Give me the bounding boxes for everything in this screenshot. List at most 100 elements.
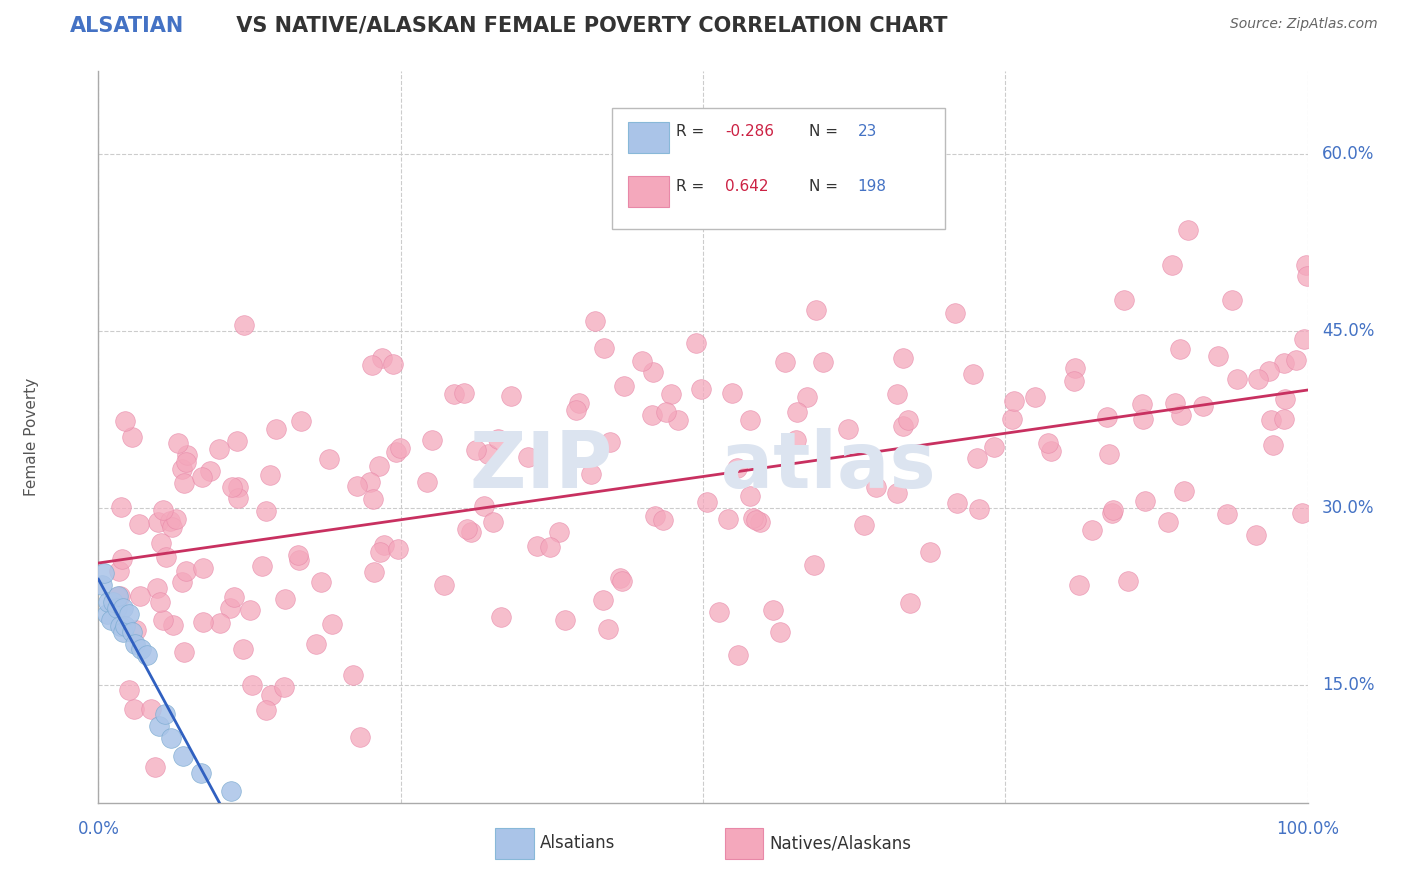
Point (146, 515, 169, 529)
Point (105, 591, 128, 605)
Point (254, 703, 277, 717)
Point (384, 445, 406, 459)
Point (1247, 372, 1270, 386)
Text: 23: 23 (858, 124, 877, 139)
Point (967, 502, 990, 516)
Point (804, 303, 827, 318)
Point (363, 565, 385, 579)
Point (477, 447, 499, 461)
Point (599, 435, 621, 450)
Text: VS NATIVE/ALASKAN FEMALE POVERTY CORRELATION CHART: VS NATIVE/ALASKAN FEMALE POVERTY CORRELA… (229, 16, 948, 36)
Point (897, 413, 920, 427)
Point (1215, 507, 1237, 521)
Point (1164, 395, 1187, 409)
Point (125, 624, 148, 638)
Point (1220, 293, 1243, 307)
Point (287, 548, 309, 562)
Point (741, 510, 763, 524)
Point (1292, 332, 1315, 346)
Point (342, 667, 364, 681)
Point (174, 564, 197, 578)
Point (111, 552, 134, 566)
Point (465, 442, 488, 457)
Point (91, 577, 114, 591)
Point (121, 624, 143, 639)
Point (176, 448, 198, 462)
Point (114, 414, 136, 428)
Point (796, 390, 818, 404)
Point (159, 514, 181, 528)
Point (786, 405, 808, 419)
Point (221, 784, 243, 798)
Text: ALSATIAN: ALSATIAN (70, 16, 184, 36)
Point (1258, 364, 1281, 378)
Text: N =: N = (810, 178, 844, 194)
Point (219, 600, 242, 615)
Point (290, 414, 312, 428)
Point (368, 545, 391, 559)
Point (538, 540, 561, 554)
Point (1206, 349, 1229, 363)
Point (1063, 374, 1085, 388)
Point (361, 358, 384, 372)
Point (1274, 392, 1296, 406)
Point (111, 624, 134, 639)
Point (1112, 293, 1135, 308)
Point (273, 680, 295, 694)
Point (769, 624, 792, 639)
Point (596, 622, 619, 636)
Point (118, 607, 141, 621)
Point (160, 520, 183, 534)
Point (170, 461, 193, 475)
Point (368, 458, 391, 473)
Point (943, 305, 966, 319)
Point (592, 593, 614, 607)
Point (652, 513, 675, 527)
Point (1295, 258, 1317, 272)
Point (1024, 390, 1046, 404)
Point (486, 432, 509, 446)
Point (886, 387, 908, 401)
Point (666, 412, 689, 426)
Point (644, 508, 666, 523)
Point (745, 513, 768, 527)
Point (966, 450, 988, 465)
Point (579, 467, 602, 482)
Point (387, 541, 409, 556)
Point (101, 595, 124, 609)
Point (165, 512, 187, 526)
Point (240, 678, 263, 692)
Point (149, 595, 172, 609)
Point (1261, 438, 1284, 452)
Point (361, 492, 384, 507)
Text: 60.0%: 60.0% (1322, 145, 1375, 163)
Point (725, 461, 748, 475)
Point (983, 440, 1005, 454)
Text: Female Poverty: Female Poverty (24, 378, 39, 496)
Point (717, 512, 740, 526)
Point (886, 485, 908, 500)
Point (346, 478, 368, 492)
Point (433, 578, 456, 592)
Point (110, 589, 132, 603)
Point (443, 386, 465, 401)
Point (1040, 444, 1063, 458)
Point (738, 413, 761, 427)
Point (1004, 393, 1026, 408)
Point (152, 503, 174, 517)
Point (155, 549, 177, 564)
Point (1284, 353, 1306, 368)
Point (460, 524, 482, 539)
Text: 15.0%: 15.0% (1322, 676, 1375, 694)
Point (254, 504, 277, 518)
Point (93, 566, 115, 580)
Text: Natives/Alaskans: Natives/Alaskans (769, 834, 911, 852)
Point (685, 335, 707, 350)
Point (554, 613, 576, 627)
Point (121, 430, 143, 444)
Point (239, 603, 262, 617)
Point (96, 607, 118, 621)
Point (232, 642, 254, 657)
Point (128, 516, 150, 531)
Point (641, 409, 664, 423)
